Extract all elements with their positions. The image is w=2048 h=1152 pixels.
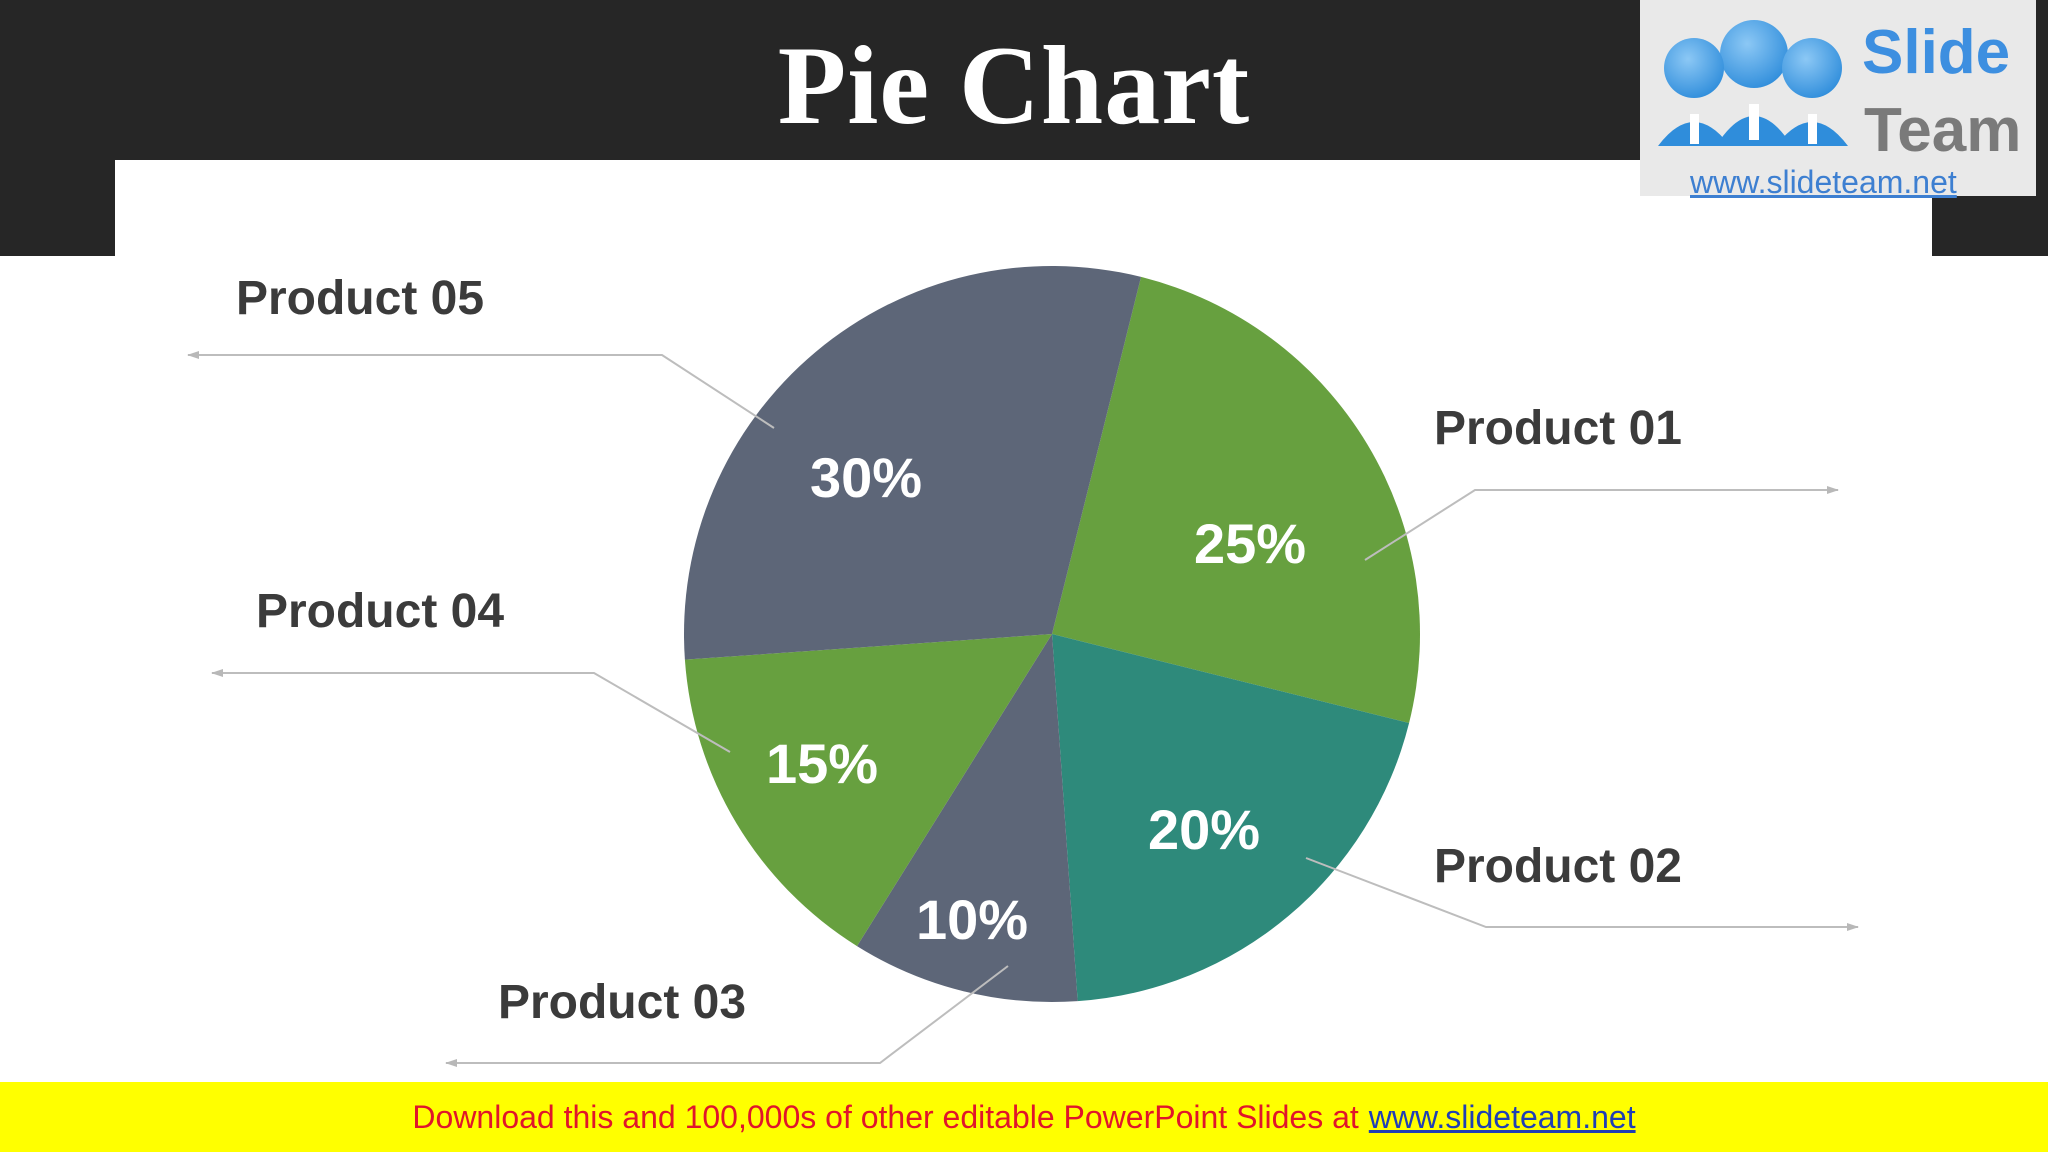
leader-line-1: [1364, 486, 1839, 561]
logo-url-link[interactable]: www.slideteam.net: [1690, 164, 1957, 200]
page-title: Pie Chart: [777, 24, 1251, 148]
leader-line-4: [211, 669, 731, 753]
pie-slice-1: [1052, 276, 1420, 724]
slice-value-label-3: 10%: [916, 888, 1028, 951]
pie-slice-2: [1052, 634, 1410, 1002]
slice-value-label-1: 25%: [1194, 512, 1306, 575]
footer-banner: Download this and 100,000s of other edit…: [0, 1082, 2048, 1152]
leader-line-5: [187, 351, 775, 429]
pie-slice-3: [856, 634, 1078, 1002]
slice-category-label-2: Product 02: [1434, 840, 1682, 893]
slice-category-label-3: Product 03: [498, 976, 746, 1029]
slice-category-label-5: Product 05: [236, 272, 484, 325]
slice-value-label-4: 15%: [766, 732, 878, 795]
leader-line-3: [445, 965, 1009, 1067]
leader-line-2: [1305, 857, 1859, 931]
team-people-icon: [1658, 20, 1848, 146]
slice-category-label-4: Product 04: [256, 585, 504, 638]
slice-value-label-5: 30%: [810, 446, 922, 509]
logo-word-team: Team: [1864, 96, 2022, 165]
pie-slice-4: [684, 634, 1052, 947]
pie-slice-5: [684, 266, 1142, 660]
footer-text: Download this and 100,000s of other edit…: [412, 1098, 1359, 1135]
slice-category-label-1: Product 01: [1434, 402, 1682, 455]
slideteam-logo[interactable]: Slide Team www.slideteam.net: [1640, 0, 2036, 200]
footer-link[interactable]: www.slideteam.net: [1368, 1098, 1636, 1135]
slice-value-label-2: 20%: [1148, 798, 1260, 861]
logo-word-slide: Slide: [1862, 18, 2011, 87]
